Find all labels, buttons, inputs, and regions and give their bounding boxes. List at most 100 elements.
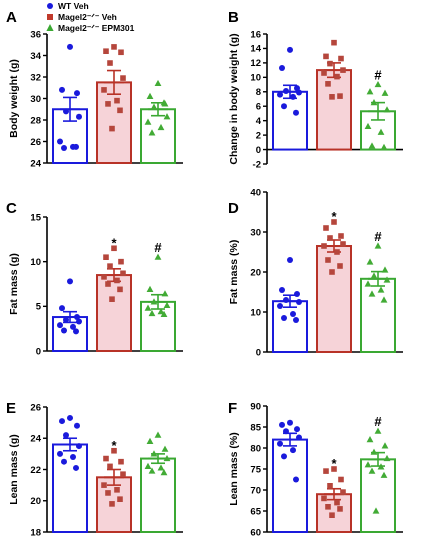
data-point bbox=[377, 128, 385, 135]
data-point bbox=[337, 506, 343, 512]
data-point bbox=[331, 39, 337, 46]
y-axis-label: Fat mass (g) bbox=[8, 253, 20, 315]
significance-asterisk: * bbox=[331, 456, 337, 471]
y-tick-label: 6 bbox=[256, 102, 261, 113]
data-point bbox=[73, 328, 79, 335]
data-point bbox=[290, 447, 296, 454]
data-point bbox=[374, 427, 382, 434]
significance-hash: # bbox=[374, 68, 382, 83]
data-point bbox=[120, 471, 126, 477]
data-point bbox=[294, 426, 300, 433]
data-point bbox=[101, 274, 107, 280]
data-point bbox=[381, 266, 389, 273]
data-point bbox=[294, 291, 300, 297]
data-point bbox=[63, 108, 69, 115]
data-point bbox=[144, 118, 152, 125]
data-point bbox=[105, 101, 111, 107]
data-point bbox=[105, 490, 111, 496]
significance-hash: # bbox=[374, 229, 382, 244]
y-tick-label: 40 bbox=[250, 187, 261, 198]
data-point bbox=[293, 476, 299, 483]
y-tick-label: 14 bbox=[250, 44, 261, 55]
data-point bbox=[146, 285, 154, 292]
data-point bbox=[331, 219, 337, 225]
data-point bbox=[74, 314, 80, 321]
panel-letter: F bbox=[228, 400, 237, 417]
data-point bbox=[101, 482, 107, 488]
data-point bbox=[374, 80, 382, 88]
data-point bbox=[340, 67, 346, 73]
data-point bbox=[329, 512, 335, 518]
data-point bbox=[279, 287, 285, 293]
y-tick-label: 80 bbox=[250, 443, 261, 454]
data-point bbox=[321, 243, 327, 249]
data-point bbox=[279, 421, 285, 428]
data-point bbox=[364, 461, 372, 468]
y-tick-label: 65 bbox=[250, 506, 261, 517]
panel-letter: D bbox=[228, 200, 239, 217]
y-tick-label: 0 bbox=[256, 347, 261, 358]
data-point bbox=[368, 142, 376, 149]
panel-a: A Body weight (g) 24 26 28 30 32 34 36 bbox=[6, 9, 183, 169]
data-point bbox=[154, 79, 162, 87]
data-point bbox=[59, 86, 65, 93]
data-point bbox=[364, 122, 372, 130]
data-point bbox=[283, 88, 289, 95]
data-point bbox=[374, 242, 382, 249]
data-point bbox=[321, 70, 327, 76]
y-tick-label: 12 bbox=[250, 58, 261, 69]
data-point bbox=[63, 432, 69, 439]
y-tick-label: 85 bbox=[250, 422, 261, 433]
data-point bbox=[148, 129, 156, 136]
data-point bbox=[73, 143, 79, 150]
data-point bbox=[150, 450, 158, 457]
data-point bbox=[157, 308, 165, 315]
data-point bbox=[337, 93, 343, 99]
panel-letter: E bbox=[6, 400, 16, 417]
y-tick-label: 30 bbox=[250, 227, 261, 238]
data-point bbox=[107, 60, 113, 66]
y-tick-label: 2 bbox=[256, 130, 261, 141]
y-tick-label: 18 bbox=[30, 527, 41, 538]
data-point bbox=[57, 138, 63, 145]
bar-magel2-epm301 bbox=[360, 458, 396, 533]
data-point bbox=[323, 225, 329, 231]
data-point bbox=[146, 92, 154, 99]
data-point bbox=[76, 113, 82, 120]
y-tick-label: 15 bbox=[30, 212, 41, 223]
data-point bbox=[296, 299, 302, 305]
y-tick-label: 90 bbox=[250, 401, 261, 412]
legend-item-wt-veh: WT Veh bbox=[47, 1, 89, 11]
y-axis-label: Lean mass (g) bbox=[8, 434, 20, 505]
data-point bbox=[74, 422, 80, 429]
data-point bbox=[331, 466, 337, 472]
legend-label: Magel2⁻ᐟ⁻ Veh bbox=[58, 12, 117, 22]
significance-asterisk: * bbox=[111, 438, 117, 453]
panel-letter: A bbox=[6, 9, 17, 26]
data-point bbox=[338, 55, 344, 62]
data-point bbox=[120, 270, 126, 277]
data-point bbox=[277, 440, 283, 447]
data-point bbox=[114, 277, 120, 284]
y-tick-label: 20 bbox=[250, 267, 261, 278]
data-point bbox=[73, 464, 79, 471]
data-point bbox=[287, 46, 293, 53]
data-point bbox=[61, 327, 67, 334]
legend-label: Magel2⁻ᐟ⁻ EPM301 bbox=[58, 23, 135, 33]
data-point bbox=[67, 43, 73, 50]
data-point bbox=[150, 298, 158, 305]
panel-letter: C bbox=[6, 200, 17, 217]
data-point bbox=[290, 311, 296, 317]
data-point bbox=[163, 301, 171, 309]
data-point bbox=[380, 143, 388, 150]
data-point bbox=[111, 447, 117, 454]
data-point bbox=[118, 258, 124, 265]
bar-magel2-epm301 bbox=[140, 108, 176, 164]
data-point bbox=[321, 495, 327, 502]
data-point bbox=[148, 309, 156, 317]
data-point bbox=[61, 144, 67, 151]
data-point bbox=[107, 263, 113, 269]
bar-magel2-veh bbox=[316, 245, 352, 353]
